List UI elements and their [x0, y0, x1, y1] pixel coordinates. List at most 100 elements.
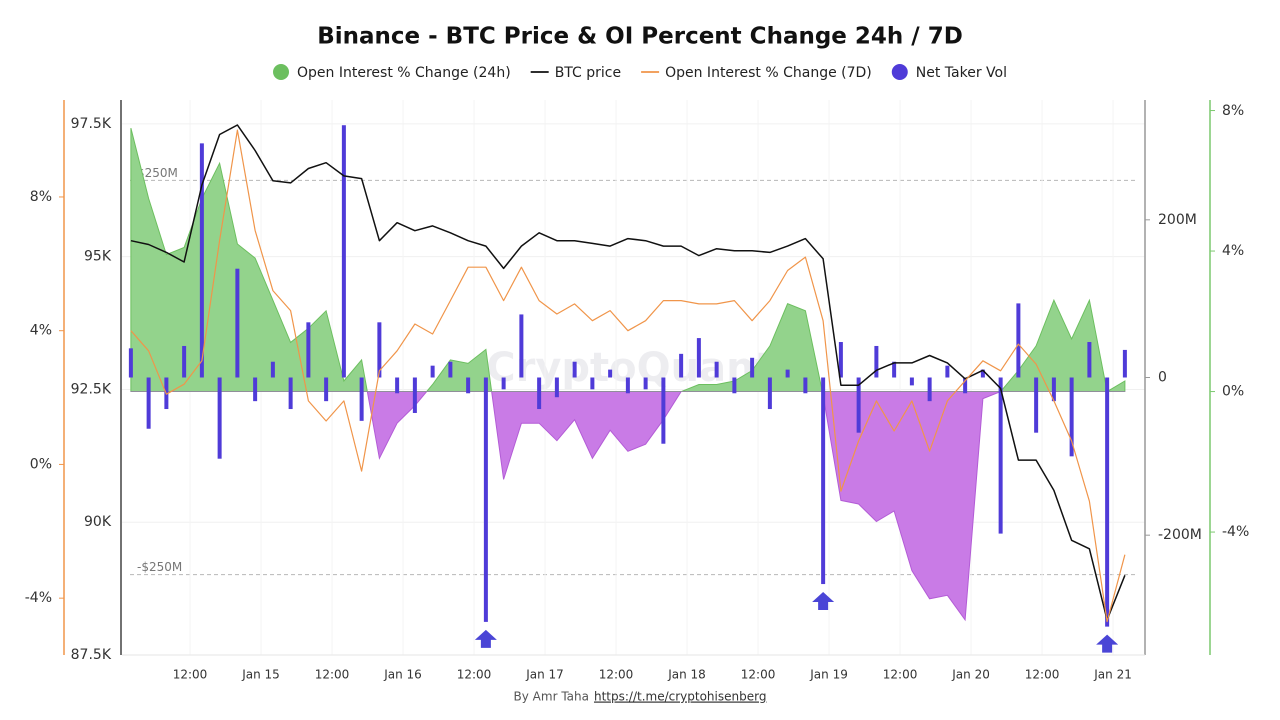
- bar: [288, 377, 293, 410]
- bar: [1016, 303, 1021, 378]
- legend-marker: [273, 64, 290, 80]
- bar: [892, 361, 897, 378]
- x-tick-label: 12:00: [1025, 668, 1060, 682]
- plot-area: -4% 0% 4% 8% 87.5K 90K 92.5K 95K 97.5K -200M 0 200M…: [25, 100, 1249, 682]
- y-tick-label: 97.5K: [71, 116, 112, 132]
- bar: [270, 361, 275, 378]
- bar: [909, 377, 914, 386]
- bar: [199, 143, 204, 378]
- y-tick-label: 0: [1158, 370, 1167, 386]
- highlight-arrow: [812, 592, 835, 611]
- highlight-arrow: [1096, 634, 1119, 653]
- bar: [714, 361, 719, 378]
- bar: [821, 377, 826, 585]
- area-positive: [130, 127, 1126, 392]
- bar: [466, 377, 471, 394]
- bar: [1122, 349, 1127, 378]
- bar: [696, 338, 701, 378]
- y-tick-label: -4%: [1222, 524, 1249, 540]
- y-tick-label: -4%: [25, 590, 52, 606]
- bar: [341, 125, 346, 378]
- bar: [128, 348, 133, 378]
- y-tick-label: 4%: [1222, 243, 1244, 259]
- bar: [1051, 377, 1056, 402]
- bar: [1105, 377, 1110, 627]
- legend-label: Open Interest % Change (7D): [665, 65, 872, 81]
- x-tick-label: Jan 18: [667, 668, 706, 682]
- legend-label: Open Interest % Change (24h): [297, 65, 511, 81]
- y-tick-label: 0%: [30, 456, 52, 472]
- bar: [874, 345, 879, 378]
- y-tick-label: 90K: [84, 514, 112, 530]
- reference-label: $250M: [137, 166, 178, 180]
- chart-title: Binance - BTC Price & OI Percent Change …: [317, 24, 963, 50]
- footer-link[interactable]: https://t.me/cryptohisenberg: [594, 690, 766, 704]
- bar: [608, 369, 613, 378]
- x-tick-label: 12:00: [599, 668, 634, 682]
- bar: [838, 342, 843, 378]
- x-tick-label: Jan 20: [951, 668, 990, 682]
- legend-label: BTC price: [555, 65, 621, 81]
- bar: [750, 357, 755, 378]
- x-tick-label: 12:00: [741, 668, 776, 682]
- bar: [803, 377, 808, 394]
- x-tick-label: Jan 19: [809, 668, 848, 682]
- bar: [483, 377, 488, 622]
- legend-item: Open Interest % Change (7D): [641, 65, 872, 81]
- bar: [1034, 377, 1039, 433]
- bar: [377, 322, 382, 378]
- legend-label: Net Taker Vol: [916, 65, 1007, 81]
- line: [130, 124, 1126, 621]
- bar: [1069, 377, 1074, 457]
- bar: [625, 377, 630, 394]
- bar: [1087, 342, 1092, 378]
- bar: [324, 377, 329, 402]
- footer-author: By Amr Taha: [514, 690, 589, 704]
- y-tick-label: 92.5K: [71, 381, 112, 397]
- bar: [572, 361, 577, 378]
- legend: Open Interest % Change (24h) BTC price Ope…: [273, 64, 1007, 81]
- x-tick-label: Jan 21: [1093, 668, 1132, 682]
- bar: [679, 353, 684, 378]
- x-tick-label: 12:00: [883, 668, 918, 682]
- legend-item: Open Interest % Change (24h): [273, 64, 511, 81]
- y-tick-label: 0%: [1222, 384, 1244, 400]
- y-tick-label: 95K: [84, 249, 112, 265]
- bar: [501, 377, 506, 390]
- bar: [519, 314, 524, 378]
- bar: [998, 377, 1003, 534]
- bar: [235, 268, 240, 378]
- bar: [980, 369, 985, 378]
- bar: [448, 361, 453, 378]
- legend-item: Net Taker Vol: [891, 64, 1007, 81]
- bar: [963, 377, 968, 394]
- y-tick-label: 8%: [30, 189, 52, 205]
- bar: [395, 377, 400, 394]
- reference-label: -$250M: [137, 560, 182, 574]
- x-tick-label: 12:00: [315, 668, 350, 682]
- bar: [554, 377, 559, 398]
- highlight-arrow: [474, 629, 497, 648]
- bar: [182, 345, 187, 378]
- x-tick-label: 12:00: [457, 668, 492, 682]
- y-tick-label: 87.5K: [71, 647, 112, 663]
- bar: [856, 377, 861, 433]
- y-tick-label: -200M: [1158, 527, 1202, 543]
- bar: [732, 377, 737, 394]
- bar: [590, 377, 595, 390]
- bar: [767, 377, 772, 410]
- bar: [430, 365, 435, 378]
- bar: [785, 369, 790, 378]
- bar: [661, 377, 666, 444]
- y-tick-label: 8%: [1222, 103, 1244, 119]
- line: [130, 129, 1126, 623]
- area-negative: [130, 391, 1126, 622]
- bar: [927, 377, 932, 402]
- bar: [643, 377, 648, 390]
- bar: [306, 322, 311, 378]
- bar: [217, 377, 222, 459]
- y-tick-label: 200M: [1158, 212, 1197, 228]
- bar: [537, 377, 542, 410]
- bar: [945, 365, 950, 378]
